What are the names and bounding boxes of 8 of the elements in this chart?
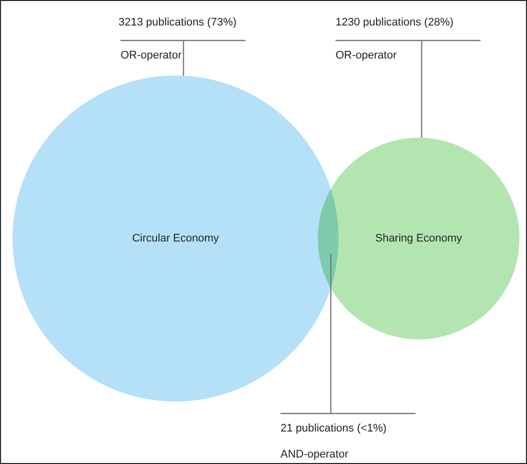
text: OR-operator [120,50,182,62]
text: 21 publications (<1%) [280,422,387,434]
data-label: 3213 publications (73%) [118,16,237,28]
data-label: 1230 publications (28%) [336,16,454,28]
text: AND-operator [280,448,349,460]
category-label: Sharing Economy [375,232,463,244]
category-label: Circular Economy [132,232,220,244]
text: OR-operator [336,50,397,62]
